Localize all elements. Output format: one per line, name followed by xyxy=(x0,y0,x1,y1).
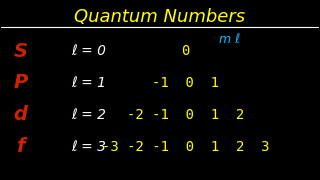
Text: -3 -2 -1  0  1  2  3: -3 -2 -1 0 1 2 3 xyxy=(102,140,269,154)
Text: S: S xyxy=(13,42,28,60)
Text: ℓ = 2: ℓ = 2 xyxy=(71,108,106,122)
Text: d: d xyxy=(13,105,28,124)
Text: ℓ = 0: ℓ = 0 xyxy=(71,44,106,58)
Text: ℓ = 1: ℓ = 1 xyxy=(71,76,106,90)
Text: -2 -1  0  1  2: -2 -1 0 1 2 xyxy=(127,108,244,122)
Text: ℓ = 3: ℓ = 3 xyxy=(71,140,106,154)
Text: m ℓ: m ℓ xyxy=(219,33,240,46)
Text: P: P xyxy=(13,73,28,92)
Text: -1  0  1: -1 0 1 xyxy=(152,76,219,90)
Text: f: f xyxy=(16,137,25,156)
Text: 0: 0 xyxy=(181,44,189,58)
Text: Quantum Numbers: Quantum Numbers xyxy=(75,8,245,26)
